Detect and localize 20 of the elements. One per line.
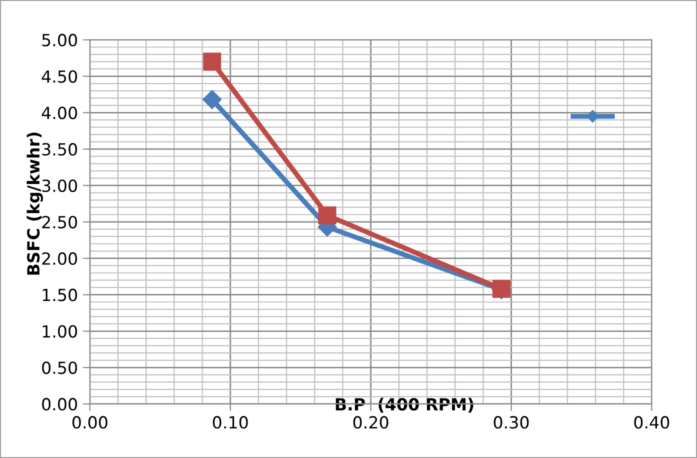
y-tick-label: 0.00: [42, 398, 77, 411]
y-axis-title: BSFC (kg/kwhr): [26, 132, 43, 275]
point: [203, 52, 222, 71]
y-tick-label: 1.50: [42, 288, 77, 302]
y-tick-label: 4.00: [42, 106, 77, 120]
y-tick-label: 1.00: [42, 325, 77, 338]
y-tick-label: 2.50: [42, 216, 77, 228]
y-tick-label: 2.00: [42, 252, 77, 265]
x-tick-label: 0.30: [494, 416, 529, 429]
y-tick-label: 4.50: [42, 70, 77, 83]
y-tick-label: 3.00: [42, 179, 77, 192]
y-tick-label: 3.50: [42, 143, 77, 156]
x-tick-label: 0.00: [72, 416, 108, 429]
y-tick-label: 0.50: [42, 362, 77, 374]
point: [318, 206, 336, 224]
x-tick-label: 0.10: [212, 416, 248, 429]
x-tick-label: 0.40: [634, 416, 670, 429]
y-tick-label: 5.00: [42, 34, 77, 46]
point: [202, 90, 222, 110]
x-tick-label: 0.20: [353, 416, 388, 429]
